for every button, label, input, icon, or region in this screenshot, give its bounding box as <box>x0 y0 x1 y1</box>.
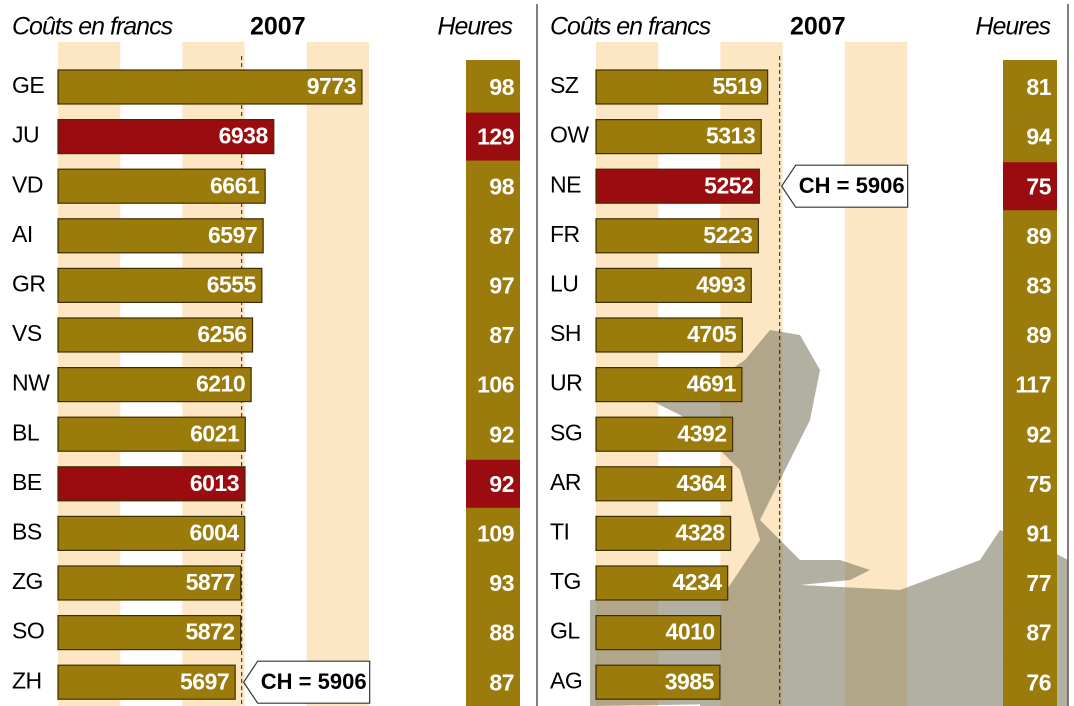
hours-value: 89 <box>1026 322 1051 348</box>
value-label: 5252 <box>704 172 753 198</box>
value-label: 4234 <box>673 569 723 595</box>
hours-value: 87 <box>489 223 514 249</box>
category-label: ZG <box>12 568 43 594</box>
hours-value: 92 <box>489 421 514 447</box>
category-label: OW <box>550 122 589 148</box>
category-label: GE <box>12 72 44 98</box>
value-label: 4364 <box>677 470 727 496</box>
category-label: FR <box>550 221 580 247</box>
value-label: 4010 <box>666 619 715 645</box>
hours-value: 88 <box>489 620 514 646</box>
reference-label: CH = 5906 <box>799 173 905 198</box>
category-label: JU <box>12 122 39 148</box>
category-label: GL <box>550 618 580 644</box>
chart-title: 2007 <box>790 13 846 41</box>
value-label: 5313 <box>706 123 755 149</box>
category-label: SZ <box>550 72 579 98</box>
category-label: TI <box>550 518 569 544</box>
category-label: BS <box>12 518 42 544</box>
hours-value: 76 <box>1026 669 1051 695</box>
reference-label: CH = 5906 <box>261 669 367 694</box>
value-label: 5223 <box>703 222 752 248</box>
category-label: VS <box>12 320 42 346</box>
category-label: SH <box>550 320 581 346</box>
category-label: UR <box>550 370 582 396</box>
hours-value: 75 <box>1026 471 1051 497</box>
value-label: 6597 <box>208 222 257 248</box>
hours-value: 94 <box>1026 124 1051 150</box>
value-label: 9773 <box>307 73 356 99</box>
chart: Coûts en francs 2007 Heures GE 9773 98 JU 6938 1… <box>0 0 1074 706</box>
category-label: GR <box>12 270 46 296</box>
hours-value: 75 <box>1026 173 1051 199</box>
value-label: 5697 <box>180 668 229 694</box>
hours-value: 92 <box>1026 421 1051 447</box>
category-label: TG <box>550 568 581 594</box>
category-label: AG <box>550 667 582 693</box>
category-label: LU <box>550 270 578 296</box>
value-label: 6555 <box>207 271 257 297</box>
axis-label: Coûts en francs <box>12 13 173 41</box>
value-label: 4993 <box>696 271 745 297</box>
category-label: SO <box>12 618 44 644</box>
category-label: NE <box>550 171 581 197</box>
hours-value: 109 <box>477 520 514 546</box>
value-label: 6661 <box>210 172 260 198</box>
category-label: NW <box>12 370 50 396</box>
category-label: AI <box>12 221 33 247</box>
hours-value: 129 <box>477 124 514 150</box>
hours-value: 83 <box>1026 272 1051 298</box>
hours-value: 87 <box>1026 620 1051 646</box>
category-label: SG <box>550 419 582 445</box>
category-label: ZH <box>12 667 42 693</box>
value-label: 4328 <box>675 519 725 545</box>
hours-value: 89 <box>1026 223 1051 249</box>
hours-value: 93 <box>489 570 514 596</box>
value-label: 5872 <box>185 619 234 645</box>
hours-value: 98 <box>489 173 514 199</box>
value-label: 6004 <box>190 519 240 545</box>
value-label: 6013 <box>190 470 239 496</box>
category-label: VD <box>12 171 43 197</box>
value-label: 5877 <box>186 569 235 595</box>
hours-value: 106 <box>477 372 514 398</box>
hours-label: Heures <box>437 13 512 41</box>
hours-value: 87 <box>489 322 514 348</box>
category-label: BL <box>12 419 40 445</box>
band <box>307 42 369 706</box>
category-label: BE <box>12 469 42 495</box>
hours-label: Heures <box>975 13 1050 41</box>
hours-value: 77 <box>1026 570 1051 596</box>
axis-label: Coûts en francs <box>550 13 711 41</box>
hours-value: 91 <box>1026 520 1051 546</box>
category-label: AR <box>550 469 581 495</box>
hours-value: 92 <box>489 471 514 497</box>
value-label: 3985 <box>665 668 715 694</box>
hours-value: 117 <box>1015 372 1051 398</box>
chart-title: 2007 <box>250 13 306 41</box>
hours-value: 81 <box>1026 74 1051 100</box>
value-label: 6021 <box>190 420 240 446</box>
value-label: 4705 <box>687 321 737 347</box>
value-label: 6256 <box>197 321 246 347</box>
hours-value: 87 <box>489 669 514 695</box>
value-label: 5519 <box>712 73 761 99</box>
hours-value: 97 <box>489 272 514 298</box>
value-label: 6938 <box>219 123 269 149</box>
hours-value: 98 <box>489 74 514 100</box>
value-label: 6210 <box>196 371 245 397</box>
value-label: 4392 <box>677 420 726 446</box>
value-label: 4691 <box>687 371 737 397</box>
